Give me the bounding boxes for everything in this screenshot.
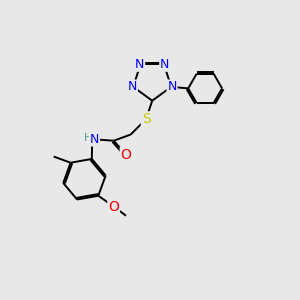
Text: O: O — [108, 200, 119, 214]
Text: S: S — [142, 112, 150, 126]
Text: N: N — [135, 58, 144, 71]
Text: N: N — [128, 80, 137, 93]
Text: N: N — [160, 58, 170, 71]
Text: H: H — [84, 134, 92, 143]
Text: O: O — [121, 148, 131, 162]
Text: N: N — [167, 80, 177, 93]
Text: N: N — [90, 133, 99, 146]
